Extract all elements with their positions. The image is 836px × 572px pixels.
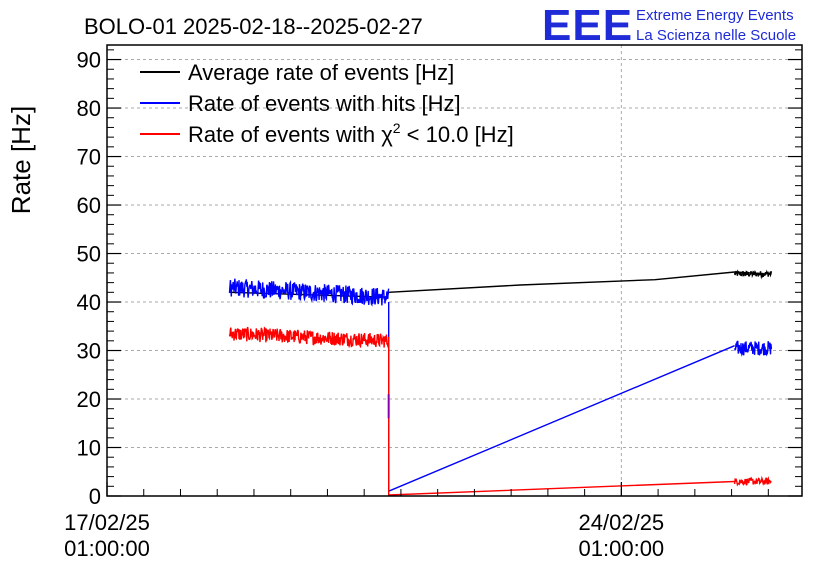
logo-line-2: La Scienza nelle Scuole <box>636 27 796 44</box>
series-2 <box>228 326 772 496</box>
series-1 <box>228 278 773 493</box>
y-tick-label: 20 <box>77 387 101 412</box>
axes: 010203040506070809017/02/2501:00:0024/02… <box>64 44 803 561</box>
eee-logo: EEE Extreme Energy Events La Scienza nel… <box>542 1 796 50</box>
legend-item-average: Average rate of events [Hz] <box>140 60 454 85</box>
y-tick-label: 90 <box>77 48 101 73</box>
y-tick-label: 50 <box>77 242 101 267</box>
series-noise-trace <box>733 340 773 357</box>
x-tick-label-time: 01:00:00 <box>579 536 665 561</box>
chart-title: BOLO-01 2025-02-18--2025-02-27 <box>84 14 423 39</box>
legend-item-hits: Rate of events with hits [Hz] <box>140 91 461 116</box>
legend: Average rate of events [Hz] Rate of even… <box>140 60 514 147</box>
y-tick-label: 60 <box>77 193 101 218</box>
x-tick-label-date: 17/02/25 <box>64 510 150 535</box>
y-tick-label: 40 <box>77 290 101 315</box>
grid-lines <box>106 45 802 496</box>
series-line <box>388 302 735 493</box>
logo-line-1: Extreme Energy Events <box>636 7 794 24</box>
series-noise-trace <box>228 326 390 349</box>
y-tick-label: 70 <box>77 145 101 170</box>
series-line <box>388 338 735 496</box>
x-tick-label-time: 01:00:00 <box>64 536 150 561</box>
x-tick-label-date: 24/02/25 <box>579 510 665 535</box>
y-tick-label: 30 <box>77 339 101 364</box>
series-noise-trace <box>733 475 772 487</box>
series-layer <box>228 269 773 496</box>
legend-item-chi2: Rate of events with χ2 < 10.0 [Hz] <box>140 120 514 147</box>
legend-label-average: Average rate of events [Hz] <box>188 60 454 85</box>
legend-label-chi2: Rate of events with χ2 < 10.0 [Hz] <box>188 120 514 147</box>
y-tick-label: 10 <box>77 436 101 461</box>
plot-frame <box>106 44 803 497</box>
y-axis-label: Rate [Hz] <box>6 106 36 214</box>
series-noise-trace <box>228 278 390 307</box>
logo-mark: EEE <box>542 1 633 50</box>
y-tick-label: 80 <box>77 96 101 121</box>
legend-label-hits: Rate of events with hits [Hz] <box>188 91 461 116</box>
y-tick-label: 0 <box>89 484 101 509</box>
